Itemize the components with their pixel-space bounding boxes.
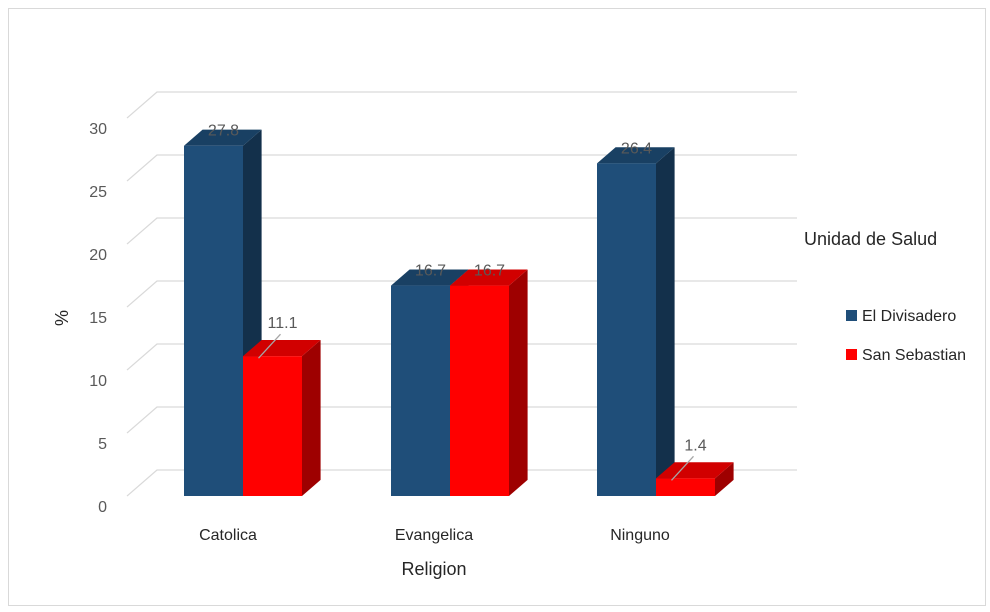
- bar: [243, 340, 321, 496]
- gridline: [126, 280, 797, 308]
- gridline: [126, 91, 797, 119]
- legend-label-san-sebastian: San Sebastian: [862, 347, 966, 364]
- bar-top: [391, 269, 469, 286]
- x-axis-title: Religion: [401, 559, 466, 579]
- gridline: [126, 343, 797, 371]
- gridlines: [126, 91, 797, 497]
- data-label-leader: [258, 333, 281, 359]
- legend-swatch-el-divisadero: [846, 310, 857, 321]
- data-label: 16.7: [474, 263, 505, 280]
- gridline: [126, 217, 797, 245]
- bar-top: [184, 129, 262, 146]
- legend-label-el-divisadero: El Divisadero: [862, 308, 956, 325]
- bar-front: [656, 478, 715, 496]
- data-label: 26.4: [621, 140, 652, 157]
- bar-front: [450, 285, 509, 496]
- category-labels: Catolica Evangelica Ninguno: [199, 527, 670, 544]
- data-labels: 27.8 11.1 16.7 16.7 26.4 1.4: [208, 123, 707, 481]
- data-label: 16.7: [415, 263, 446, 280]
- category-label: Evangelica: [395, 527, 473, 544]
- bar: [450, 269, 528, 496]
- y-tick-label: 10: [89, 373, 107, 390]
- bar-front: [184, 145, 243, 496]
- gridline: [126, 406, 797, 434]
- y-tick-label: 20: [89, 247, 107, 264]
- legend-swatch-san-sebastian: [846, 349, 857, 360]
- bar-side: [302, 340, 321, 496]
- bars: [184, 129, 734, 497]
- bar: [597, 147, 675, 497]
- category-label: Ninguno: [610, 527, 670, 544]
- data-label: 11.1: [268, 315, 298, 332]
- bar: [656, 462, 734, 496]
- data-label: 1.4: [684, 437, 706, 454]
- gridline: [126, 154, 797, 182]
- bar-top: [243, 340, 321, 357]
- y-tick-label: 30: [89, 121, 107, 138]
- bar-front: [391, 285, 450, 496]
- y-tick-label: 5: [98, 436, 107, 453]
- data-label: 27.8: [208, 123, 239, 140]
- bar-side: [715, 462, 734, 496]
- data-label-leader: [671, 455, 694, 481]
- bar-top: [656, 462, 734, 479]
- bar-side: [509, 269, 528, 496]
- category-label: Catolica: [199, 527, 257, 544]
- legend: Unidad de Salud El Divisadero San Sebast…: [804, 229, 966, 364]
- bar-front: [597, 163, 656, 497]
- legend-title: Unidad de Salud: [804, 229, 937, 249]
- y-tick-label: 15: [89, 310, 107, 327]
- bar-top: [597, 147, 675, 164]
- gridline: [126, 469, 797, 497]
- y-tick-labels: 0 5 10 15 20 25 30: [89, 121, 107, 516]
- y-tick-label: 0: [98, 499, 107, 516]
- bar-side: [656, 147, 675, 497]
- y-tick-label: 25: [89, 184, 107, 201]
- y-axis-title: %: [52, 310, 72, 326]
- bar-top: [450, 269, 528, 286]
- bar-front: [243, 356, 302, 496]
